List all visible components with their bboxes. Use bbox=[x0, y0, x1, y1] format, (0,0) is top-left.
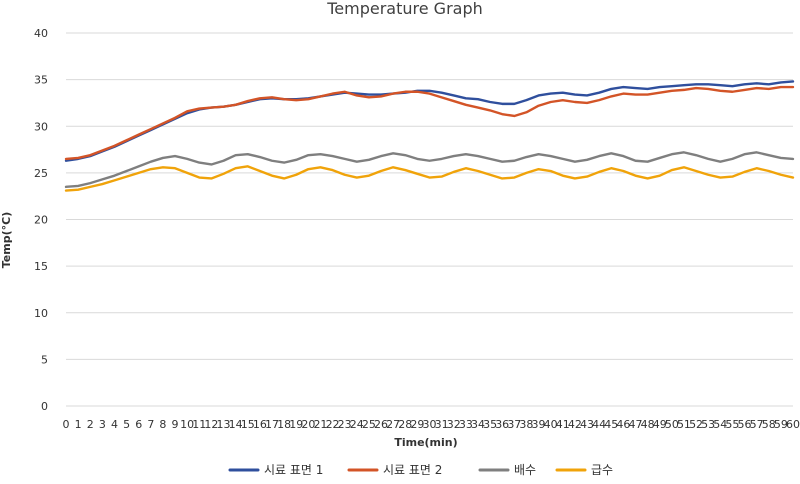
x-tick-label: 11 bbox=[192, 418, 206, 431]
x-tick-label: 42 bbox=[568, 418, 582, 431]
y-axis-label: Temp(°C) bbox=[0, 212, 13, 268]
x-tick-label: 46 bbox=[616, 418, 630, 431]
x-tick-label: 45 bbox=[604, 418, 618, 431]
x-tick-label: 32 bbox=[447, 418, 461, 431]
x-axis-ticks: 0 1 2 3 4 5 6 7 8 9 101112131415161718192021222324… bbox=[63, 418, 800, 431]
series-lines bbox=[64, 80, 795, 192]
x-tick-label: 38 bbox=[519, 418, 533, 431]
x-tick-label: 59 bbox=[774, 418, 788, 431]
y-tick-label: 35 bbox=[34, 74, 48, 87]
x-tick-label: 25 bbox=[362, 418, 376, 431]
x-tick-label: 23 bbox=[338, 418, 352, 431]
x-tick-label: 5 bbox=[123, 418, 130, 431]
y-tick-label: 15 bbox=[34, 260, 48, 273]
x-tick-label: 2 bbox=[87, 418, 94, 431]
x-tick-label: 31 bbox=[435, 418, 449, 431]
x-tick-label: 3 bbox=[99, 418, 106, 431]
x-tick-label: 14 bbox=[229, 418, 243, 431]
y-tick-label: 20 bbox=[34, 214, 48, 227]
x-tick-label: 50 bbox=[665, 418, 679, 431]
x-tick-label: 6 bbox=[135, 418, 142, 431]
x-tick-label: 26 bbox=[374, 418, 388, 431]
x-tick-label: 35 bbox=[483, 418, 497, 431]
x-tick-label: 19 bbox=[289, 418, 303, 431]
x-tick-label: 8 bbox=[159, 418, 166, 431]
x-tick-label: 24 bbox=[350, 418, 364, 431]
x-tick-label: 40 bbox=[544, 418, 558, 431]
x-tick-label: 29 bbox=[410, 418, 424, 431]
x-tick-label: 47 bbox=[628, 418, 642, 431]
x-tick-label: 22 bbox=[326, 418, 340, 431]
x-tick-label: 48 bbox=[641, 418, 655, 431]
x-tick-label: 7 bbox=[147, 418, 154, 431]
legend-label-1: 시료 표면 1 bbox=[264, 463, 323, 477]
x-tick-label: 18 bbox=[277, 418, 291, 431]
chart-title: Temperature Graph bbox=[326, 0, 483, 18]
x-tick-label: 54 bbox=[713, 418, 727, 431]
x-tick-label: 56 bbox=[738, 418, 752, 431]
x-tick-label: 41 bbox=[556, 418, 570, 431]
x-tick-label: 27 bbox=[386, 418, 400, 431]
y-tick-label: 5 bbox=[41, 353, 48, 366]
legend-label-4: 급수 bbox=[591, 463, 613, 477]
x-tick-label: 39 bbox=[532, 418, 546, 431]
series-line-1 bbox=[64, 80, 795, 162]
legend-label-3: 배수 bbox=[514, 463, 536, 477]
x-tick-label: 44 bbox=[592, 418, 606, 431]
x-tick-label: 13 bbox=[217, 418, 231, 431]
x-tick-label: 37 bbox=[507, 418, 521, 431]
x-tick-label: 57 bbox=[750, 418, 764, 431]
x-tick-label: 36 bbox=[495, 418, 509, 431]
y-tick-label: 25 bbox=[34, 167, 48, 180]
y-tick-label: 0 bbox=[41, 400, 48, 413]
x-tick-label: 55 bbox=[725, 418, 739, 431]
series-line-3 bbox=[64, 151, 795, 189]
y-axis-ticks: 0 5 10 15 20 25 30 35 40 bbox=[34, 27, 48, 413]
x-tick-label: 9 bbox=[172, 418, 179, 431]
legend: 시료 표면 1 시료 표면 2 배수 급수 bbox=[228, 463, 613, 477]
x-tick-label: 28 bbox=[398, 418, 412, 431]
x-tick-label: 4 bbox=[111, 418, 118, 431]
series-line-2 bbox=[64, 85, 795, 161]
x-tick-label: 33 bbox=[459, 418, 473, 431]
y-tick-label: 10 bbox=[34, 307, 48, 320]
x-tick-label: 20 bbox=[301, 418, 315, 431]
x-tick-label: 1 bbox=[75, 418, 82, 431]
series-line-4 bbox=[64, 165, 795, 192]
x-tick-label: 52 bbox=[689, 418, 703, 431]
x-tick-label: 17 bbox=[265, 418, 279, 431]
x-tick-label: 34 bbox=[471, 418, 485, 431]
x-tick-label: 10 bbox=[180, 418, 194, 431]
x-tick-label: 43 bbox=[580, 418, 594, 431]
x-tick-label: 21 bbox=[313, 418, 327, 431]
x-tick-label: 12 bbox=[204, 418, 218, 431]
x-tick-label: 53 bbox=[701, 418, 715, 431]
x-tick-label: 0 bbox=[63, 418, 70, 431]
x-tick-label: 58 bbox=[762, 418, 776, 431]
x-tick-label: 30 bbox=[423, 418, 437, 431]
x-tick-label: 60 bbox=[786, 418, 800, 431]
x-tick-label: 51 bbox=[677, 418, 691, 431]
y-tick-label: 30 bbox=[34, 120, 48, 133]
legend-label-2: 시료 표면 2 bbox=[383, 463, 442, 477]
y-tick-label: 40 bbox=[34, 27, 48, 40]
x-tick-label: 49 bbox=[653, 418, 667, 431]
x-tick-label: 15 bbox=[241, 418, 255, 431]
x-tick-label: 16 bbox=[253, 418, 267, 431]
x-axis-label: Time(min) bbox=[394, 436, 457, 449]
